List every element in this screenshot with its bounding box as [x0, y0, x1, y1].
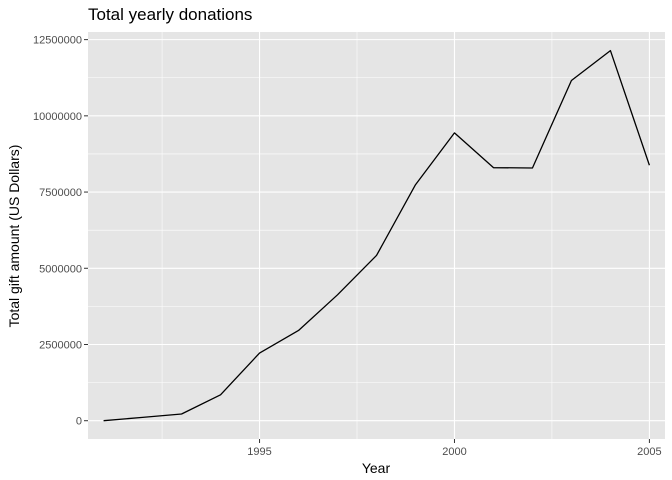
plot-panel	[88, 32, 665, 439]
x-tick-label: 2000	[442, 446, 466, 458]
y-axis: 0 2500000 5000000 7500000 10000000 12500000	[33, 35, 88, 428]
y-tick-label: 7500000	[39, 187, 82, 199]
x-tick-label: 1995	[247, 446, 271, 458]
major-gridlines	[88, 32, 665, 439]
y-axis-title: Total gift amount (US Dollars)	[6, 145, 22, 328]
series-line	[103, 49, 651, 422]
y-tick-label: 2500000	[39, 339, 82, 351]
x-axis: 1995 2000 2005	[247, 439, 662, 458]
x-axis-title: Year	[362, 460, 391, 476]
x-tick-label: 2005	[637, 446, 661, 458]
y-tick-label: 5000000	[39, 263, 82, 275]
y-tick-label: 0	[76, 416, 82, 428]
chart-title: Total yearly donations	[88, 5, 252, 24]
y-tick-label: 10000000	[33, 111, 82, 123]
y-tick-label: 12500000	[33, 35, 82, 47]
minor-gridlines	[88, 32, 665, 439]
